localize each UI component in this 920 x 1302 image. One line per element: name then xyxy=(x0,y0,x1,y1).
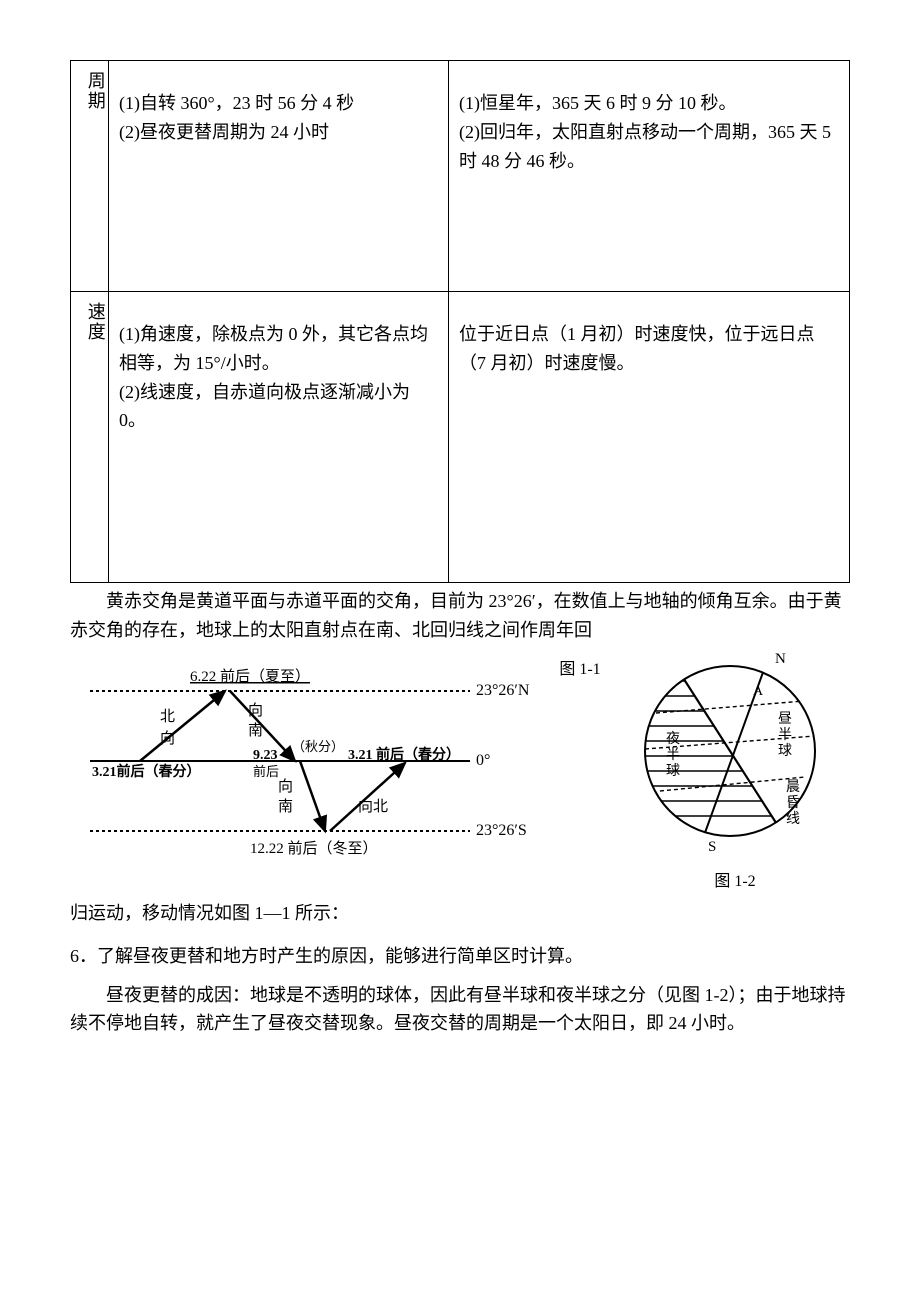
svg-text:向: 向 xyxy=(248,702,263,719)
svg-text:南: 南 xyxy=(278,798,293,815)
svg-text:北: 北 xyxy=(160,708,175,725)
svg-text:昼半球: 昼半球 xyxy=(778,712,792,759)
svg-text:向北: 向北 xyxy=(358,798,388,815)
paragraph: 黄赤交角是黄道平面与赤道平面的交角，目前为 23°26′，在数值上与地轴的倾角互… xyxy=(70,587,850,645)
svg-text:0°: 0° xyxy=(476,752,490,769)
solar-path-diagram: 23°26′N 0° 23°26′S 6.22 前后（夏至） 12.22 前后（… xyxy=(70,651,540,861)
figure-caption: 图 1-1 xyxy=(559,657,600,683)
svg-text:A: A xyxy=(753,684,764,699)
row-label: 速度 xyxy=(81,302,110,342)
cell-text: (1)自转 360°，23 时 56 分 4 秒 (2)昼夜更替周期为 24 小… xyxy=(119,89,438,147)
day-night-diagram: N S A 夜半球 昼半球 晨昏线 xyxy=(620,651,840,861)
figure-1: 23°26′N 0° 23°26′S 6.22 前后（夏至） 12.22 前后（… xyxy=(70,651,540,870)
svg-text:12.22 前后（冬至）: 12.22 前后（冬至） xyxy=(250,840,378,857)
svg-text:夜半球: 夜半球 xyxy=(666,731,680,779)
cell-text: (1)角速度，除极点为 0 外，其它各点均相等，为 15°/小时。 (2)线速度… xyxy=(119,320,438,435)
cell-text: 位于近日点（1 月初）时速度快，位于远日点（7 月初）时速度慢。 xyxy=(459,320,839,378)
page: 周期 (1)自转 360°，23 时 56 分 4 秒 (2)昼夜更替周期为 2… xyxy=(70,60,850,1038)
table-row: 速度 (1)角速度，除极点为 0 外，其它各点均相等，为 15°/小时。 (2)… xyxy=(71,292,850,583)
line: (2)昼夜更替周期为 24 小时 xyxy=(119,118,438,147)
svg-text:3.21前后（春分）: 3.21前后（春分） xyxy=(92,763,201,780)
svg-text:向: 向 xyxy=(278,778,293,795)
svg-text:南: 南 xyxy=(248,722,263,739)
table-row: 周期 (1)自转 360°，23 时 56 分 4 秒 (2)昼夜更替周期为 2… xyxy=(71,61,850,292)
cell-text: (1)恒星年，365 天 6 时 9 分 10 秒。 (2)回归年，太阳直射点移… xyxy=(459,89,839,175)
line: (1)角速度，除极点为 0 外，其它各点均相等，为 15°/小时。 xyxy=(119,320,438,378)
row-label-cell: 速度 xyxy=(71,292,109,583)
figure-row: 23°26′N 0° 23°26′S 6.22 前后（夏至） 12.22 前后（… xyxy=(70,651,850,895)
paragraph: 昼夜更替的成因：地球是不透明的球体，因此有昼半球和夜半球之分（见图 1-2）；由… xyxy=(70,981,850,1039)
figure-1-caption-box: 图 1-1 xyxy=(549,651,600,683)
svg-text:23°26′S: 23°26′S xyxy=(476,822,527,839)
svg-text:（秋分）: （秋分） xyxy=(292,739,344,754)
svg-text:晨昏线: 晨昏线 xyxy=(786,780,800,827)
figure-caption: 图 1-2 xyxy=(620,869,850,895)
figure-2: N S A 夜半球 昼半球 晨昏线 图 1-2 xyxy=(610,651,850,895)
svg-text:N: N xyxy=(775,651,786,667)
line: 位于近日点（1 月初）时速度快，位于远日点（7 月初）时速度慢。 xyxy=(459,320,839,378)
section-heading: 6．了解昼夜更替和地方时产生的原因，能够进行简单区时计算。 xyxy=(70,942,850,971)
svg-text:23°26′N: 23°26′N xyxy=(476,682,530,699)
line: (1)自转 360°，23 时 56 分 4 秒 xyxy=(119,89,438,118)
line: (1)恒星年，365 天 6 时 9 分 10 秒。 xyxy=(459,89,839,118)
svg-text:向: 向 xyxy=(160,730,175,747)
svg-text:9.23: 9.23 xyxy=(253,748,278,763)
row-label: 周期 xyxy=(81,71,110,111)
line: (2)线速度，自赤道向极点逐渐减小为 0。 xyxy=(119,378,438,436)
row-label-cell: 周期 xyxy=(71,61,109,292)
comparison-table: 周期 (1)自转 360°，23 时 56 分 4 秒 (2)昼夜更替周期为 2… xyxy=(70,60,850,583)
cell: (1)角速度，除极点为 0 外，其它各点均相等，为 15°/小时。 (2)线速度… xyxy=(109,292,449,583)
cell: (1)自转 360°，23 时 56 分 4 秒 (2)昼夜更替周期为 24 小… xyxy=(109,61,449,292)
line: (2)回归年，太阳直射点移动一个周期，365 天 5 时 48 分 46 秒。 xyxy=(459,118,839,176)
svg-text:S: S xyxy=(708,839,716,855)
cell: 位于近日点（1 月初）时速度快，位于远日点（7 月初）时速度慢。 xyxy=(449,292,850,583)
svg-text:3.21 前后（春分）: 3.21 前后（春分） xyxy=(348,746,460,763)
cell: (1)恒星年，365 天 6 时 9 分 10 秒。 (2)回归年，太阳直射点移… xyxy=(449,61,850,292)
paragraph: 归运动，移动情况如图 1—1 所示： xyxy=(70,899,850,928)
svg-text:前后: 前后 xyxy=(253,764,279,779)
svg-text:6.22 前后（夏至）: 6.22 前后（夏至） xyxy=(190,668,310,685)
